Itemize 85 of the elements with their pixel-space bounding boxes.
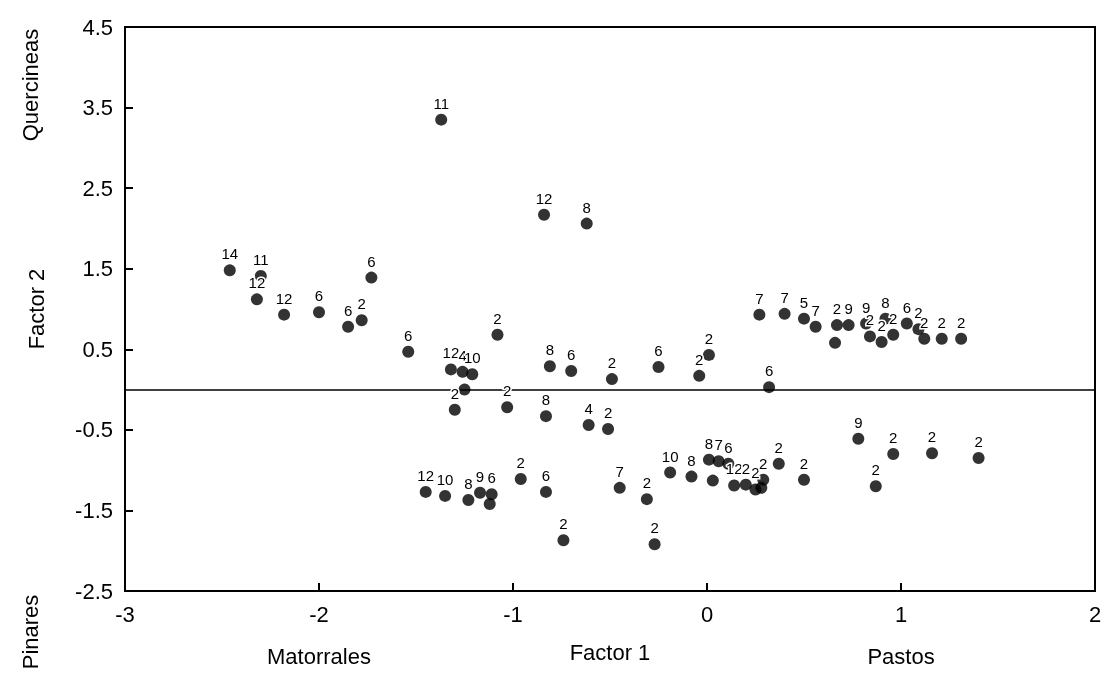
annotation: 6 [764,362,774,380]
annotation: 2 [741,459,750,477]
x-tick-label: -1 [503,601,523,627]
y-tick-label: 4.5 [82,14,113,40]
y-tick-label: -2.5 [75,578,113,604]
annotation: 9 [844,300,853,318]
annotation: 2 [889,429,898,447]
annotation: 9 [475,467,485,485]
x-tick-label: 0 [700,601,714,627]
annotation: 2 [607,354,617,372]
annotation: 4 [458,346,467,364]
annotation: 6 [567,346,576,364]
annotation: 2 [650,519,659,537]
x-tick-label: 1 [894,601,908,627]
annotation: 9 [861,298,871,316]
y-tick-label: 1.5 [82,256,113,282]
annotation: 5 [799,293,809,311]
annotation: 2 [493,309,502,327]
annotation: 2 [704,329,714,347]
annotation: 6 [404,326,413,344]
annotation: 4 [584,400,593,418]
annotation: 2 [642,474,652,492]
text: Quercineas [17,28,43,142]
annotation: 8 [704,434,714,452]
annotation: 2 [956,313,966,331]
annotation: 2 [927,428,937,446]
annotation: 9 [854,413,863,431]
annotation: 6 [654,342,663,360]
x-axis-title: Factor 1 [569,639,651,665]
annotation: 2 [920,313,929,331]
y-tick-label: 2.5 [82,175,113,201]
annotation: 6 [367,252,376,270]
x-tick-label: -3 [115,601,135,627]
annotation: 2 [357,295,366,313]
annotation: 6 [487,469,496,487]
annotation: 6 [314,287,324,305]
annotation: 2 [759,454,768,472]
annotation: 14 [221,245,239,263]
text: Pastos [867,643,935,669]
annotation: 2 [937,313,946,331]
annotation: 12 [248,274,266,292]
annotation: 6 [724,438,733,456]
annotation: 6 [541,466,551,484]
y-tick-label: -0.5 [75,417,113,443]
annotation: 7 [755,289,764,307]
y-tick-label: 0.5 [82,336,113,362]
annotation: 2 [974,433,983,451]
y-axis-title: Factor 2 [23,268,49,350]
annotation: 10 [661,447,679,465]
annotation: 2 [877,317,886,335]
annotation: 11 [433,94,450,112]
annotation: 8 [687,451,696,469]
annotation: 8 [464,474,473,492]
annotation: 2 [832,300,842,318]
annotation: 12 [535,189,553,207]
annotation: 6 [343,301,353,319]
annotation: 2 [799,454,809,472]
annotation: 10 [436,470,454,488]
annotation: 8 [881,293,890,311]
x-tick-label: -2 [309,601,329,627]
text: Pinares [17,594,43,670]
annotation: 2 [871,461,880,479]
annotation: 2 [751,464,760,482]
text: Matorrales [267,643,371,669]
annotation: 8 [545,341,555,359]
annotation: 8 [541,391,551,409]
annotation: 7 [714,436,723,454]
annotation: 2 [695,350,704,368]
annotation: 12 [417,466,435,484]
annotation: 8 [582,198,591,216]
annotation: 2 [603,404,613,422]
annotation: 2 [516,454,525,472]
annotation: 2 [559,515,568,533]
annotation: 12 [442,344,460,362]
annotation: 7 [811,301,820,319]
annotation: 7 [780,288,789,306]
annotation: 7 [615,462,624,480]
x-tick-label: 2 [1088,601,1102,627]
annotation: 12 [275,289,293,307]
annotation: 6 [902,298,911,316]
y-tick-label: -1.5 [75,497,113,523]
annotation: 12 [725,460,743,478]
annotation: 2 [774,438,783,456]
annotation: 11 [253,250,269,268]
y-tick-label: 3.5 [82,95,113,121]
